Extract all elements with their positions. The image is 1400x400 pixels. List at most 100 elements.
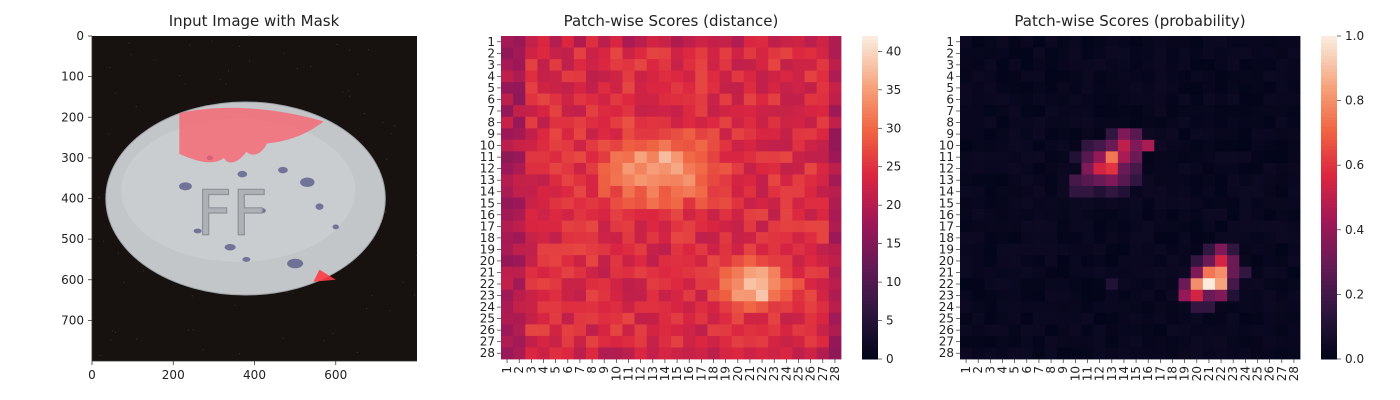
- heatmap-cell: [1190, 128, 1204, 141]
- heatmap-cell: [1202, 47, 1216, 60]
- heatmap-cell: [549, 128, 563, 141]
- heatmap-cell: [1166, 70, 1179, 83]
- heatmap-cell: [1093, 174, 1107, 187]
- heatmap-cell: [671, 93, 684, 106]
- row-tick-label: 3: [487, 58, 495, 72]
- heatmap-cell: [561, 151, 575, 164]
- heatmap-cell: [1142, 335, 1155, 348]
- heatmap-cell: [525, 312, 538, 325]
- heatmap-cell: [1239, 116, 1252, 129]
- heatmap-cell: [1275, 347, 1289, 360]
- heatmap-cell: [1057, 243, 1070, 256]
- heatmap-cell: [1081, 36, 1094, 48]
- heatmap-cell: [586, 105, 599, 118]
- heatmap-cell: [1020, 82, 1034, 95]
- heatmap-cell: [573, 128, 587, 141]
- heatmap-cell: [573, 289, 587, 302]
- heatmap-cell: [525, 289, 538, 302]
- heatmap-cell: [1008, 232, 1022, 245]
- heatmap-cell: [1020, 197, 1034, 210]
- colorbar-segment: [1321, 94, 1337, 98]
- row-tick-label: 5: [946, 81, 954, 95]
- heatmap-cell: [1190, 116, 1204, 129]
- colorbar-segment: [1321, 287, 1337, 292]
- heatmap-cell: [598, 128, 611, 141]
- col-tick-label: 27: [1275, 366, 1289, 381]
- heatmap-cell: [960, 139, 973, 152]
- heatmap-cell: [1020, 174, 1034, 187]
- heatmap-cell: [972, 324, 985, 337]
- heatmap-cell: [646, 116, 660, 129]
- heatmap-cell: [1178, 278, 1192, 291]
- heatmap-cell: [610, 128, 623, 141]
- heatmap-cell: [1045, 232, 1058, 245]
- heatmap-cell: [1069, 289, 1082, 302]
- heatmap-cell: [1275, 220, 1289, 233]
- heatmap-cell: [1057, 47, 1070, 60]
- heatmap-cell: [960, 232, 973, 245]
- background-speckle: [389, 310, 391, 312]
- heatmap-cell: [1251, 116, 1264, 129]
- colorbar-segment: [862, 207, 878, 211]
- heatmap-cell: [549, 312, 563, 325]
- heatmap-cell: [634, 36, 648, 48]
- heatmap-cell: [743, 128, 757, 141]
- colorbar-segment: [862, 94, 878, 98]
- probability-heatmap-panel: Patch-wise Scores (probability) 12345678…: [939, 12, 1364, 381]
- heatmap-cell: [792, 197, 805, 210]
- image-y-tick-label: 400: [61, 192, 84, 206]
- heatmap-cell: [1251, 36, 1264, 48]
- heatmap-cell: [1202, 324, 1216, 337]
- heatmap-cell: [804, 151, 818, 164]
- heatmap-cell: [1251, 128, 1264, 141]
- colorbar-segment: [862, 294, 878, 299]
- heatmap-cell: [1130, 335, 1143, 348]
- heatmap-cell: [1287, 139, 1301, 152]
- heatmap-cell: [598, 289, 611, 302]
- colorbar-segment: [1321, 210, 1337, 215]
- row-tick-label: 18: [939, 231, 954, 245]
- colorbar-tick-label: 30: [886, 121, 901, 135]
- heatmap-cell: [525, 301, 538, 314]
- heatmap-cell: [1057, 301, 1070, 314]
- col-tick-label: 12: [634, 366, 648, 381]
- heatmap-cell: [731, 266, 745, 279]
- heatmap-cell: [1202, 174, 1216, 187]
- heatmap-cell: [731, 347, 745, 360]
- heatmap-cell: [792, 289, 805, 302]
- heatmap-cell: [501, 220, 514, 233]
- col-tick-label: 4: [537, 366, 551, 374]
- heatmap-cell: [1117, 36, 1131, 48]
- heatmap-cell: [1251, 243, 1264, 256]
- colorbar-segment: [862, 233, 878, 237]
- colorbar-segment: [1321, 352, 1337, 357]
- heatmap-cell: [984, 70, 997, 83]
- heatmap-cell: [1154, 197, 1167, 210]
- heatmap-cell: [1215, 105, 1228, 118]
- heatmap-cell: [513, 232, 526, 245]
- heatmap-cell: [1045, 116, 1058, 129]
- colorbar-segment: [1321, 207, 1337, 211]
- heatmap-cell: [1251, 93, 1264, 106]
- heatmap-cell: [1227, 47, 1240, 60]
- heatmap-cell: [972, 197, 985, 210]
- heatmap-cell: [1032, 105, 1046, 118]
- heatmap-cell: [768, 151, 781, 164]
- heatmap-cell: [1081, 324, 1094, 337]
- heatmap-cell: [658, 128, 672, 141]
- heatmap-cell: [1202, 312, 1216, 325]
- heatmap-cell: [731, 93, 745, 106]
- heatmap-cell: [501, 151, 514, 164]
- heatmap-cell: [513, 105, 526, 118]
- heatmap-cell: [1215, 197, 1228, 210]
- heatmap-cell: [1105, 128, 1119, 141]
- heatmap-cell: [768, 266, 781, 279]
- heatmap-cell: [792, 174, 805, 187]
- heatmap-cell: [1142, 347, 1155, 360]
- heatmap-cell: [792, 162, 805, 175]
- heatmap-cell: [1263, 255, 1277, 268]
- heatmap-cell: [537, 59, 550, 72]
- heatmap-cell: [1166, 335, 1179, 348]
- heatmap-cell: [1081, 335, 1094, 348]
- heatmap-cell: [1190, 255, 1204, 268]
